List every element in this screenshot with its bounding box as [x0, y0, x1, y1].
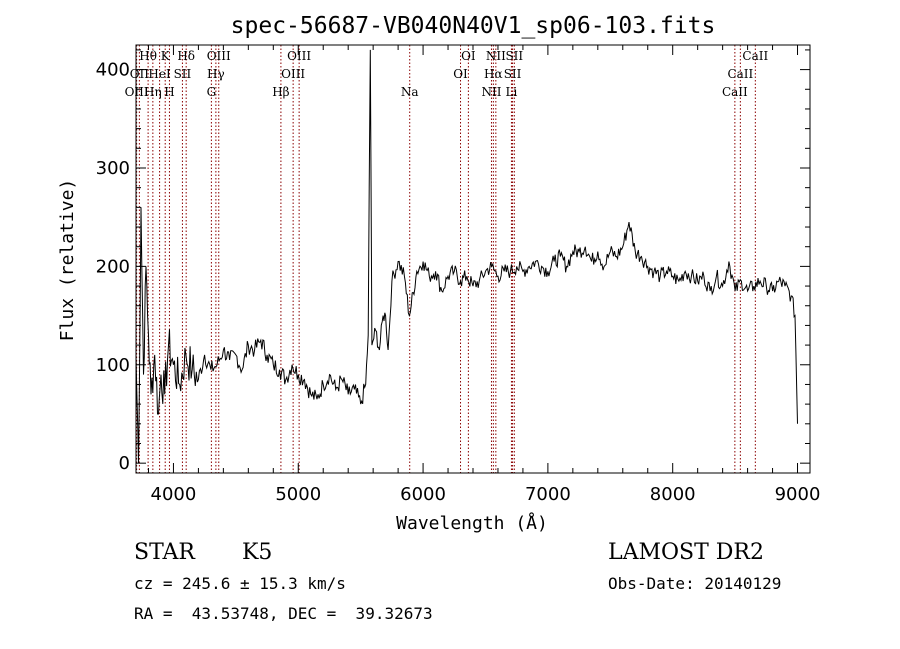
emission-line-label: CaII	[727, 67, 753, 81]
emission-line-label: CaII	[722, 85, 748, 99]
y-tick-label: 100	[96, 355, 130, 376]
emission-line-label: HeI	[148, 67, 171, 81]
spectrum-line	[135, 49, 798, 464]
emission-line-label: CaII	[742, 49, 768, 63]
x-tick-label: 7000	[525, 484, 571, 505]
y-tick-label: 300	[96, 158, 130, 179]
emission-line-label: OIII	[207, 49, 231, 63]
y-tick-label: 400	[96, 60, 130, 81]
survey-name: LAMOST DR2	[608, 540, 764, 565]
emission-line-label: Na	[401, 85, 419, 99]
emission-line-label: Li	[506, 85, 518, 99]
emission-line-label: SII	[505, 49, 523, 63]
redshift-value: cz = 245.6 ± 15.3 km/s	[134, 574, 346, 593]
x-axis-ticks: 4000 5000 6000 7000 8000 9000	[147, 45, 821, 505]
emission-line-label: Hβ	[272, 85, 289, 99]
object-class: STAR	[134, 540, 195, 565]
emission-line-label: OIII	[125, 85, 149, 99]
coordinates: RA = 43.53748, DEC = 39.32673	[134, 604, 433, 623]
x-tick-label: 5000	[275, 484, 321, 505]
emission-line-label: NII	[481, 85, 501, 99]
y-tick-label: 0	[119, 453, 130, 474]
emission-line-label: OIII	[287, 49, 311, 63]
emission-line-label: OII	[130, 67, 150, 81]
y-axis-ticks: 0 100 200 300 400	[96, 49, 810, 474]
emission-line-markers	[136, 45, 756, 473]
emission-line-label: Hδ	[177, 49, 195, 63]
x-axis-label: Wavelength (Å)	[396, 512, 548, 534]
emission-line-label: OI	[461, 49, 476, 63]
emission-line-label: H	[164, 85, 174, 99]
emission-line-label: NII	[486, 49, 506, 63]
emission-line-label: SII	[504, 67, 522, 81]
chart-title: spec-56687-VB040N40V1_sp06-103.fits	[231, 13, 716, 39]
emission-line-label: Hη	[144, 85, 162, 99]
y-tick-label: 200	[96, 256, 130, 277]
emission-line-label: Hα	[484, 67, 503, 81]
observation-date: Obs-Date: 20140129	[608, 574, 782, 593]
x-tick-label: 4000	[151, 484, 197, 505]
emission-line-label: OI	[453, 67, 468, 81]
emission-line-label: G	[207, 85, 217, 99]
emission-line-label: K	[161, 49, 171, 63]
emission-line-label: OIII	[281, 67, 305, 81]
object-subclass: K5	[242, 540, 273, 565]
emission-line-label: Hθ	[139, 49, 157, 63]
y-axis-label: Flux (relative)	[57, 179, 78, 342]
x-tick-label: 8000	[650, 484, 696, 505]
emission-line-label: SII	[174, 67, 192, 81]
x-tick-label: 9000	[775, 484, 821, 505]
emission-line-label: Hγ	[207, 67, 225, 81]
x-tick-label: 6000	[400, 484, 446, 505]
plot-frame	[135, 44, 811, 474]
